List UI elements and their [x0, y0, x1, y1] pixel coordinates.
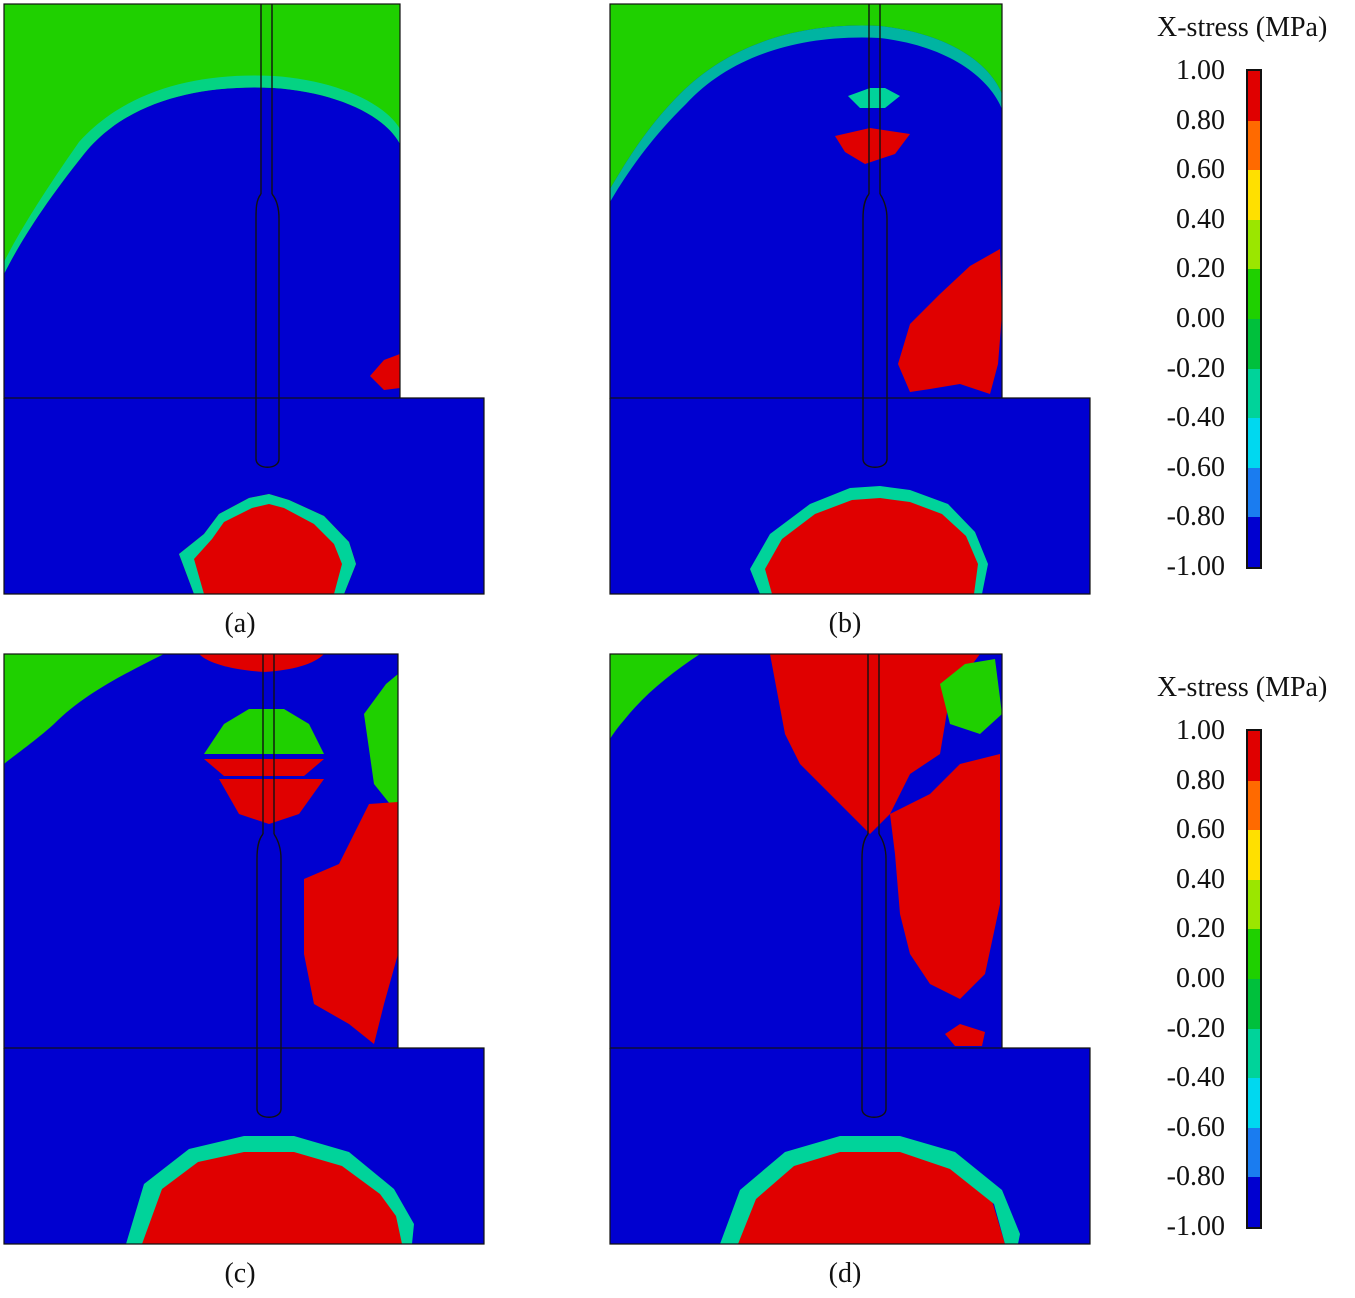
- color-legend-bottom: X-stress (MPa) 1.00 0.80 0.60 0.40 0.20 0.00 -…: [1135, 672, 1355, 1241]
- tension-zone-bottom-edge: [179, 494, 356, 594]
- legend-tick-label: 0.60: [1176, 154, 1225, 186]
- neutral-patch-top: [848, 88, 900, 108]
- legend-tick-label: 0.80: [1176, 764, 1225, 796]
- legend-color-segment: [1248, 731, 1260, 781]
- tension-patch-top: [199, 654, 324, 672]
- stress-panel-a: [3, 3, 486, 596]
- legend-color-segment: [1248, 71, 1260, 121]
- legend-tick-label: -1.00: [1166, 1211, 1225, 1242]
- legend-tick-label: -0.20: [1166, 352, 1225, 384]
- caption-d: (d): [828, 1258, 862, 1289]
- legend-colorbar: [1246, 69, 1262, 569]
- legend-color-segment: [1248, 929, 1260, 979]
- tension-patch-small: [945, 1024, 985, 1046]
- tension-zone-bottom-edge: [720, 1136, 1020, 1244]
- tension-zone-bottom: [730, 1144, 1005, 1244]
- borehole: [256, 654, 282, 1118]
- stress-panel-d: [609, 653, 1092, 1246]
- legend-tick-label: -0.20: [1166, 1012, 1225, 1044]
- tension-zone-bottom: [134, 1144, 404, 1244]
- stress-panel-b: [609, 3, 1092, 596]
- caption-c: (c): [224, 1258, 256, 1289]
- stress-panel-c: [3, 653, 486, 1246]
- legend-tick-label: -0.60: [1166, 1111, 1225, 1143]
- neutral-zone: [4, 654, 164, 764]
- legend-color-segment: [1248, 1028, 1260, 1079]
- neutral-zone: [610, 654, 700, 739]
- legend-tick-label: -0.40: [1166, 1062, 1225, 1094]
- domain-background: [4, 4, 484, 594]
- legend-color-segment: [1248, 1177, 1260, 1227]
- legend-tick-label: -0.80: [1166, 1161, 1225, 1193]
- legend-color-segment: [1248, 368, 1260, 419]
- tension-zone-bottom: [755, 492, 982, 594]
- tension-zone-top: [770, 654, 980, 834]
- tension-zone-bottom-edge: [126, 1136, 414, 1244]
- domain-outline: [609, 653, 1003, 1049]
- borehole: [861, 654, 887, 1118]
- caption-a: (a): [224, 608, 256, 639]
- neutral-patch-right: [940, 659, 1002, 734]
- legend-color-segment: [1248, 1078, 1260, 1128]
- legend-title: X-stress (MPa): [1157, 672, 1328, 703]
- legend-tick-label: 1.00: [1176, 55, 1225, 86]
- legend-tick-label: 0.20: [1176, 913, 1225, 945]
- tension-zone-corner: [370, 354, 400, 390]
- legend-color-segment: [1248, 1127, 1260, 1178]
- legend-tick-label: -1.00: [1166, 551, 1225, 582]
- legend-tick-label: -0.40: [1166, 402, 1225, 434]
- domain-outline: [609, 3, 1003, 399]
- neutral-patch-top: [204, 709, 324, 754]
- legend-color-segment: [1248, 978, 1260, 1029]
- tension-zone-right: [890, 754, 1000, 999]
- tension-zone-right: [898, 249, 1002, 394]
- legend-colorbar: [1246, 729, 1262, 1229]
- legend-tick-label: 0.40: [1176, 863, 1225, 895]
- tension-zone-bottom-edge: [750, 486, 988, 594]
- legend-color-segment: [1248, 879, 1260, 930]
- legend-tick-label: 0.00: [1176, 303, 1225, 334]
- legend-tick-label: 0.80: [1176, 104, 1225, 136]
- legend-tick-label: -0.80: [1166, 501, 1225, 533]
- legend-tick-label: 0.00: [1176, 963, 1225, 994]
- legend-color-segment: [1248, 830, 1260, 880]
- legend-color-segment: [1248, 517, 1260, 567]
- tension-patch-top: [835, 128, 910, 164]
- legend-color-segment: [1248, 318, 1260, 369]
- legend-color-segment: [1248, 170, 1260, 220]
- domain-outline: [3, 653, 399, 1049]
- legend-tick-label: -0.60: [1166, 451, 1225, 483]
- neutral-zone-right: [364, 674, 398, 814]
- domain-background: [610, 4, 1090, 594]
- neutral-zone: [610, 4, 1002, 189]
- legend-tick-label: 0.40: [1176, 203, 1225, 235]
- legend-tick-label: 1.00: [1176, 715, 1225, 746]
- color-legend-top: X-stress (MPa) 1.00 0.80 0.60 0.40 0.20 0.00 -…: [1135, 12, 1355, 581]
- borehole: [255, 4, 280, 468]
- domain-outline: [3, 3, 401, 399]
- legend-color-segment: [1248, 120, 1260, 171]
- legend-tick-label: 0.20: [1176, 253, 1225, 285]
- borehole: [862, 4, 888, 468]
- tension-zone-right: [304, 802, 398, 1044]
- tension-patch: [219, 779, 324, 824]
- legend-color-segment: [1248, 467, 1260, 518]
- legend-title: X-stress (MPa): [1157, 12, 1328, 43]
- legend-color-segment: [1248, 269, 1260, 319]
- legend-color-segment: [1248, 219, 1260, 270]
- caption-b: (b): [828, 608, 862, 639]
- legend-tick-label: 0.60: [1176, 814, 1225, 846]
- tension-band: [204, 759, 324, 776]
- neutral-zone: [4, 4, 400, 274]
- legend-color-segment: [1248, 780, 1260, 831]
- domain-background: [4, 654, 484, 1244]
- transition-band: [4, 75, 400, 274]
- legend-color-segment: [1248, 418, 1260, 468]
